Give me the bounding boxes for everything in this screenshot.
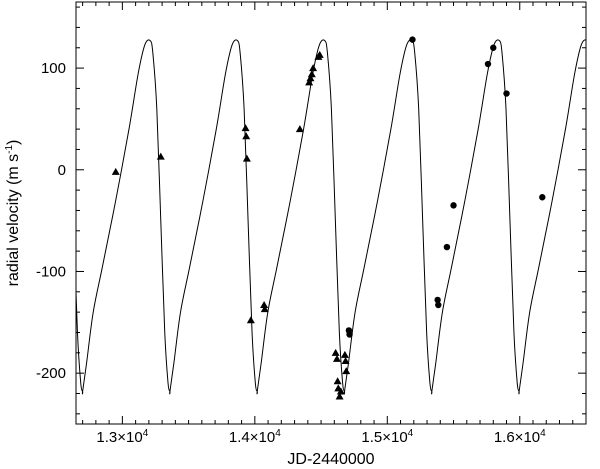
triangle-point-14 bbox=[315, 50, 324, 58]
x-tick-label-mantissa: 1.5×10 bbox=[361, 429, 407, 446]
triangle-point-16 bbox=[332, 354, 341, 362]
circle-point-1 bbox=[434, 296, 441, 304]
x-tick-label-exponent: 4 bbox=[540, 428, 546, 439]
plot-frame bbox=[75, 1, 587, 425]
triangle-point-9 bbox=[305, 78, 314, 86]
x-tick-label-1: 1.4×104 bbox=[229, 428, 281, 446]
x-tick-label-mantissa: 1.6×10 bbox=[494, 429, 540, 446]
y-tick-label-1: 0 bbox=[58, 162, 66, 179]
x-tick-label-2: 1.5×104 bbox=[361, 428, 413, 446]
triangle-point-1 bbox=[156, 152, 165, 160]
y-tick-label-0: 100 bbox=[41, 60, 66, 77]
circle-point-7 bbox=[503, 90, 510, 97]
circle-point-8 bbox=[539, 194, 546, 201]
x-axis-title: JD-2440000 bbox=[287, 451, 374, 468]
y-tick-label-3: -200 bbox=[36, 365, 66, 382]
circle-point-6 bbox=[490, 44, 497, 51]
triangle-point-20 bbox=[336, 387, 345, 395]
triangle-point-21 bbox=[340, 350, 349, 358]
y-axis-title: radial velocity (m s-1) bbox=[4, 140, 22, 287]
triangle-point-22 bbox=[341, 356, 350, 364]
circle-point-4 bbox=[450, 202, 457, 209]
triangle-point-23 bbox=[342, 367, 351, 375]
triangle-point-7 bbox=[260, 305, 269, 313]
triangle-point-19 bbox=[335, 392, 344, 400]
circle-point-3 bbox=[443, 243, 451, 251]
y-axis-title-exponent: -1 bbox=[4, 145, 15, 154]
triangle-point-11 bbox=[307, 70, 316, 78]
triangle-point-8 bbox=[295, 125, 304, 133]
y-tick-label-2: -100 bbox=[36, 263, 66, 280]
circle-point-2 bbox=[435, 301, 442, 309]
model-curve bbox=[76, 39, 586, 395]
triangle-point-10 bbox=[306, 74, 315, 82]
y-axis-title-main: radial velocity (m s bbox=[5, 154, 22, 286]
circle-point-0 bbox=[409, 36, 416, 43]
x-tick-label-mantissa: 1.3×10 bbox=[96, 429, 142, 446]
triangle-point-12 bbox=[309, 64, 318, 72]
data-points bbox=[111, 36, 546, 400]
triangle-point-2 bbox=[241, 124, 250, 132]
triangle-point-4 bbox=[242, 154, 251, 162]
x-tick-label-exponent: 4 bbox=[408, 428, 414, 439]
circle-point-5 bbox=[484, 60, 492, 68]
x-tick-label-exponent: 4 bbox=[275, 428, 281, 439]
triangle-point-0 bbox=[111, 167, 120, 175]
y-axis-title-close: ) bbox=[5, 140, 22, 145]
triangle-point-15 bbox=[331, 348, 340, 356]
x-tick-label-mantissa: 1.4×10 bbox=[229, 429, 275, 446]
model-curve-line bbox=[76, 39, 586, 395]
triangle-point-3 bbox=[242, 132, 251, 140]
x-tick-label-3: 1.6×104 bbox=[494, 428, 546, 446]
x-tick-label-0: 1.3×104 bbox=[96, 428, 148, 446]
triangle-point-5 bbox=[246, 316, 255, 324]
triangle-point-6 bbox=[260, 301, 269, 309]
x-tick-label-exponent: 4 bbox=[143, 428, 149, 439]
triangle-point-17 bbox=[333, 377, 342, 385]
circle-point-10 bbox=[346, 331, 353, 338]
